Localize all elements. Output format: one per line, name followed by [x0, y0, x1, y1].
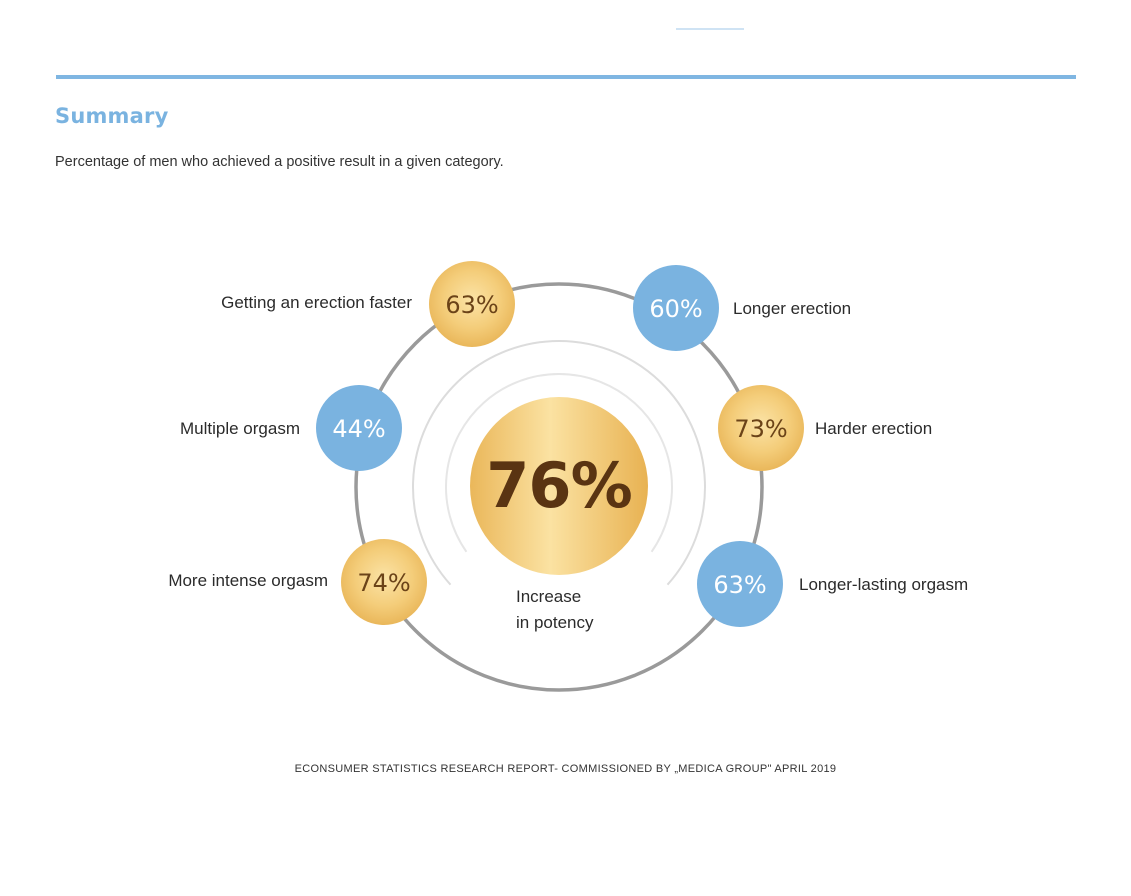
page-subtitle: Percentage of men who achieved a positiv… [55, 154, 504, 170]
center-caption-line1: Increase [516, 587, 582, 606]
category-label-more-intense-orgasm: More intense orgasm [168, 571, 328, 590]
center-value: 76% [486, 449, 631, 522]
outer-ring [354, 282, 764, 692]
value-label-harder-erection: 73% [734, 415, 787, 443]
category-bubbles: 63% 60% 44% 73% 74% 63% [316, 261, 804, 627]
value-label-multiple-orgasm: 44% [332, 415, 385, 443]
value-label-longer-erection: 60% [649, 295, 702, 323]
page-title: Summary [55, 104, 169, 128]
category-label-longer-erection: Longer erection [733, 299, 852, 318]
value-label-getting-an-erection-faster: 63% [445, 291, 498, 319]
bubble-more-intense-orgasm [341, 539, 427, 625]
center-caption: Increase in potency [516, 584, 594, 636]
center-caption-line2: in potency [516, 613, 594, 632]
inner-ring-arc [445, 373, 673, 553]
bubble-harder-erection [718, 385, 804, 471]
bubble-longer-erection [633, 265, 719, 351]
center-bubble: 76% [470, 397, 648, 575]
middle-ring-arc [412, 340, 706, 586]
category-label-multiple-orgasm: Multiple orgasm [180, 419, 300, 438]
bubble-longer-lasting-orgasm [697, 541, 783, 627]
bubble-multiple-orgasm [316, 385, 402, 471]
category-label-getting-an-erection-faster: Getting an erection faster [221, 293, 412, 312]
value-label-longer-lasting-orgasm: 63% [713, 571, 766, 599]
value-label-more-intense-orgasm: 74% [357, 569, 410, 597]
header-divider [56, 75, 1076, 79]
top-tab-indicator [676, 28, 744, 30]
center-circle [470, 397, 648, 575]
footer-source-note: ECONSUMER STATISTICS RESEARCH REPORT- CO… [294, 763, 837, 775]
decorative-rings [354, 282, 764, 692]
bubble-getting-an-erection-faster [429, 261, 515, 347]
category-label-longer-lasting-orgasm: Longer-lasting orgasm [799, 575, 969, 594]
category-label-harder-erection: Harder erection [815, 419, 933, 438]
